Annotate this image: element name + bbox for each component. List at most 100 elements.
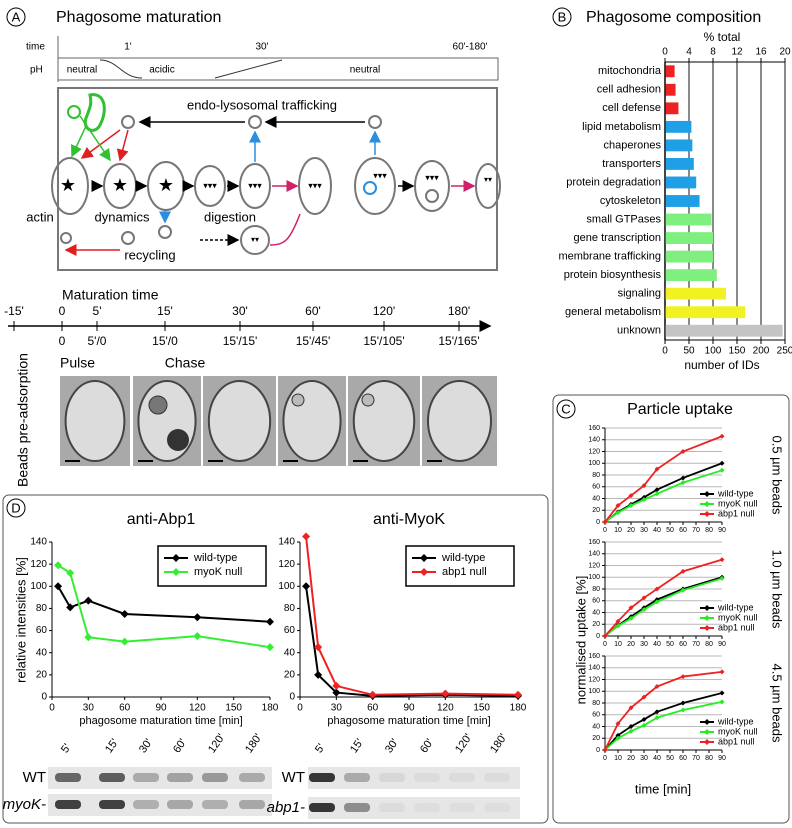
organelle xyxy=(148,395,168,415)
diagram-label: digestion xyxy=(204,209,256,224)
phagosome-diagram xyxy=(298,157,332,215)
legend-label: abp1 null xyxy=(718,736,755,746)
legend-marker xyxy=(420,554,428,562)
timeline-tick-label: 15' xyxy=(157,304,173,318)
ph-phase: acidic xyxy=(149,65,175,76)
data-point xyxy=(654,466,660,472)
data-point xyxy=(641,483,647,489)
phagosome-section xyxy=(137,380,197,462)
x-tick-label: 70 xyxy=(692,755,700,762)
bar xyxy=(665,306,746,319)
legend-marker xyxy=(704,719,710,725)
x2-tick-label: 0 xyxy=(662,47,668,58)
x-tick-label: 90 xyxy=(403,703,415,714)
data-point xyxy=(615,510,621,516)
data-point xyxy=(719,467,725,473)
blot-band xyxy=(414,803,440,812)
blot-band xyxy=(379,803,405,812)
x-tick-label: 50 xyxy=(666,527,674,534)
y-tick-label: 80 xyxy=(284,603,296,614)
x-tick-label: 20 xyxy=(627,527,635,534)
blot-band xyxy=(202,800,228,809)
organelle xyxy=(291,393,305,407)
phagosome-diagram xyxy=(363,181,377,195)
y-tick-label: 20 xyxy=(284,669,296,680)
arrows xyxy=(80,129,121,159)
category-label: cytoskeleton xyxy=(600,195,661,207)
blot-band xyxy=(239,800,265,809)
category-label: membrane trafficking xyxy=(558,251,661,263)
legend-box xyxy=(405,545,515,587)
data-point xyxy=(266,617,274,626)
data-point xyxy=(719,575,725,581)
data-point xyxy=(680,587,686,593)
x-tick-label: 70 xyxy=(692,527,700,534)
blot-row-label: abp1- xyxy=(267,799,305,816)
y-tick-label: 140 xyxy=(588,437,600,444)
x-tick-label: 0 xyxy=(297,703,303,714)
bar xyxy=(665,269,717,282)
x-tick-label: 150 xyxy=(729,346,746,357)
legend-marker xyxy=(704,739,710,745)
x2-tick-label: 20 xyxy=(779,47,791,58)
blot-band xyxy=(344,803,370,812)
data-point xyxy=(654,487,660,493)
blot-row-label: WT xyxy=(282,769,305,786)
category-label: unknown xyxy=(617,325,661,337)
legend-label: abp1 null xyxy=(718,622,755,632)
ph-bar xyxy=(57,57,499,81)
phagosome-section xyxy=(427,380,492,462)
x-tick-label: 30 xyxy=(331,703,343,714)
timeline-sublabel: 0 xyxy=(59,334,66,348)
cargo-dots: ▾▾▾ xyxy=(248,180,262,190)
timeline-tick-label: 0 xyxy=(59,304,66,318)
micrograph-label: Beads pre-adsorption xyxy=(15,353,31,487)
x-axis-label: time [min] xyxy=(635,781,691,796)
y-tick-label: 20 xyxy=(592,507,600,514)
blot-band xyxy=(309,803,335,812)
category-label: cell adhesion xyxy=(597,84,661,96)
timeline-sublabel: 15'/105' xyxy=(363,334,404,348)
x-axis-label: number of IDs xyxy=(684,358,759,372)
x-tick-label: 100 xyxy=(705,346,722,357)
panel-title: Phagosome maturation xyxy=(56,9,221,26)
y-tick-label: 160 xyxy=(588,425,600,432)
legend-marker xyxy=(704,501,710,507)
x-tick-label: 150 xyxy=(225,703,242,714)
arrows xyxy=(79,115,111,162)
x-tick-label: 60 xyxy=(119,703,131,714)
legend-label: wild-type xyxy=(193,552,237,564)
timeline-sublabel: 15'/15' xyxy=(223,334,258,348)
x-tick-label: 0 xyxy=(603,527,607,534)
blot-lane-label: 60' xyxy=(171,737,189,756)
time-tick: 30' xyxy=(255,42,268,53)
blot-lane-label: 15' xyxy=(348,737,366,756)
y-tick-label: 60 xyxy=(36,625,48,636)
data-point xyxy=(615,735,621,741)
data-point xyxy=(641,607,647,613)
y-tick-label: 60 xyxy=(592,712,600,719)
x-tick-label: 80 xyxy=(705,755,713,762)
category-label: transporters xyxy=(602,158,661,170)
legend-label: myoK null xyxy=(194,566,242,578)
axis xyxy=(51,542,270,698)
cargo-dots: ▾▾▾ xyxy=(425,172,439,182)
data-point xyxy=(628,705,634,711)
side-label: 1.0 µm beads xyxy=(770,549,785,629)
data-point xyxy=(628,605,634,611)
x-tick-label: 0 xyxy=(603,641,607,648)
blot-band xyxy=(449,773,475,782)
legend-marker xyxy=(420,568,428,576)
phagosome-diagram xyxy=(121,231,135,245)
data-point xyxy=(641,497,647,503)
panel-label: A B C D xyxy=(6,7,576,518)
category-label: mitochondria xyxy=(598,65,662,77)
phagosome-diagram xyxy=(51,87,501,271)
x-tick-label: 50 xyxy=(666,641,674,648)
x-tick-label: 30 xyxy=(640,641,648,648)
cargo-star: ★ xyxy=(112,175,128,195)
timeline-tick-label: 120' xyxy=(373,304,395,318)
data-point xyxy=(332,688,341,697)
y-tick-label: 140 xyxy=(278,537,295,548)
data-point xyxy=(680,475,686,481)
